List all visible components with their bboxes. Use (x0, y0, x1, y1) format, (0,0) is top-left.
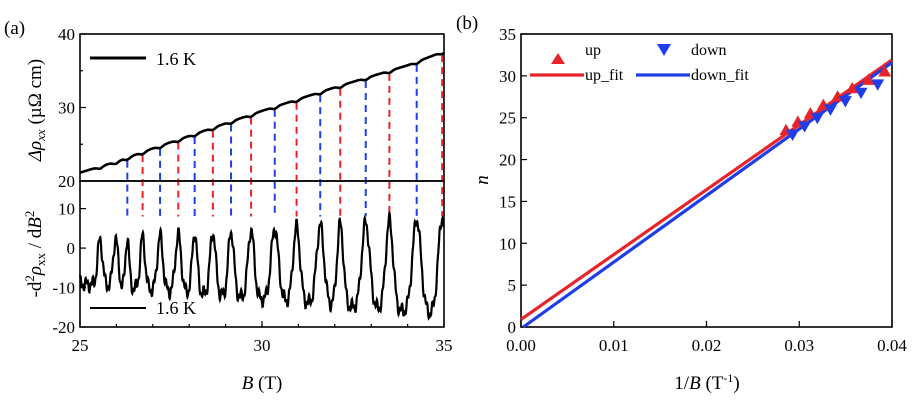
ytick-label: 30 (58, 99, 75, 118)
xtick-label: 0.01 (599, 336, 629, 355)
resistivity-trace (79, 51, 445, 174)
ytick-label: 25 (499, 109, 516, 128)
ytick-label: 30 (499, 67, 516, 86)
legend-b: up down up_fit down_fit (530, 42, 749, 84)
ytick-label: 5 (508, 276, 517, 295)
panel-a-top: 20 30 40 1.6 K Δρxx (µΩ cm) (25, 25, 445, 217)
down-point (810, 112, 824, 125)
panel-a-bottom: -20 -10 0 10 25 30 35 1.6 K -d2ρxx / dB2 B (T) (22, 180, 453, 394)
down-fit-line (522, 61, 893, 329)
down-point (824, 104, 838, 116)
ytick-label: -20 (52, 318, 75, 337)
legend-top-label: 1.6 K (156, 49, 196, 69)
panel-a-bottom-ylabel: -d2ρxx / dB2 (22, 211, 48, 298)
xtick-label: 35 (436, 336, 453, 355)
down-point (871, 79, 885, 91)
xtick-label: 0.03 (784, 336, 814, 355)
up-point (878, 65, 892, 77)
down-point (854, 87, 868, 100)
legend-up-marker (551, 53, 565, 64)
panel-b-ylabel: n (472, 175, 493, 185)
down-point (838, 96, 852, 108)
legend-up-fit-label: up_fit (585, 67, 624, 84)
ytick-label: -10 (52, 279, 75, 298)
ylabel-main: Δρ (25, 141, 46, 162)
ytick-label: 10 (499, 234, 516, 253)
panel-a-top-ylabel: Δρxx (µΩ cm) (25, 59, 48, 162)
down-point (786, 129, 800, 141)
ytick-label: 20 (499, 151, 516, 170)
panel-b: 0 5 10 15 20 25 30 35 0.00 0.01 0.02 0.03 0.04 up do… (472, 25, 907, 394)
legend-down-fit-label: down_fit (691, 67, 749, 84)
up-fit-line (520, 58, 893, 321)
ytick-label: 35 (499, 25, 516, 44)
legend-down-marker (657, 44, 671, 56)
ytick-label: 40 (58, 25, 75, 44)
ylabel-sub: xx (33, 129, 48, 142)
second-derivative-trace (78, 210, 445, 321)
xtick-label: 0.02 (692, 336, 722, 355)
ytick-label: 10 (58, 200, 75, 219)
xtick-label: 0.00 (506, 336, 536, 355)
ylabel-unit: (µΩ cm) (25, 59, 46, 129)
legend-bottom-label: 1.6 K (156, 298, 196, 318)
panel-b-label: (b) (456, 13, 478, 34)
legend-down-label: down (691, 42, 727, 59)
ytick-label: 20 (58, 172, 75, 191)
panel-b-xlabel: 1/B (T-1) (674, 371, 739, 394)
ytick-label: 15 (499, 192, 516, 211)
xtick-label: 0.04 (877, 336, 907, 355)
panel-a-xlabel: B (T) (242, 373, 283, 394)
ytick-label: 0 (508, 318, 517, 337)
down-point (798, 121, 812, 133)
up-point (845, 81, 859, 94)
panel-a-label: (a) (4, 18, 25, 39)
up-point (861, 73, 875, 85)
ytick-label: 0 (67, 239, 76, 258)
legend-up-label: up (585, 42, 601, 59)
xtick-label: 25 (72, 336, 89, 355)
xtick-label: 30 (254, 336, 271, 355)
